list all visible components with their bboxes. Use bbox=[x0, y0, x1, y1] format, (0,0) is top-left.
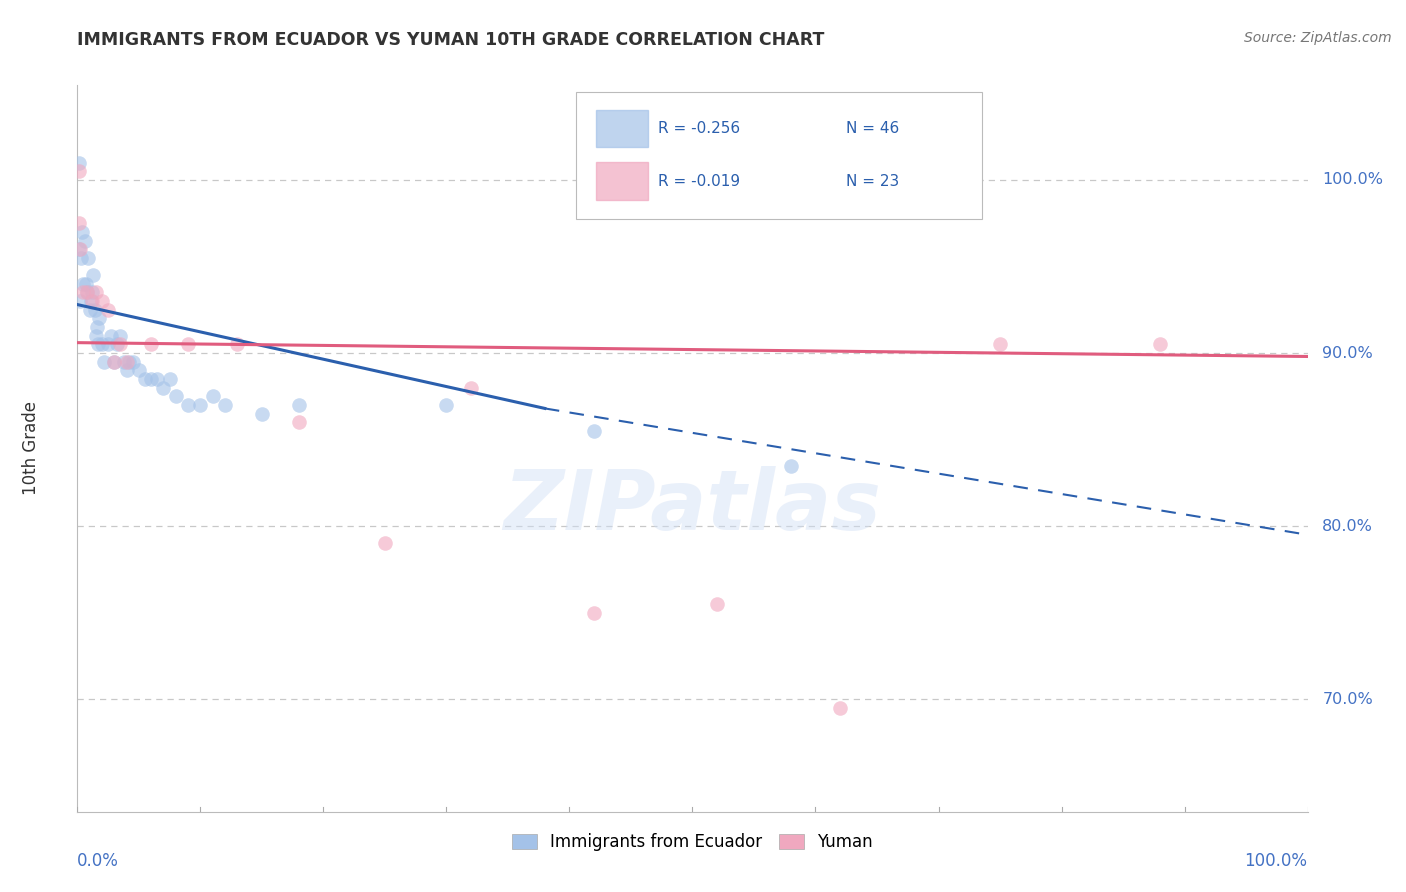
Point bbox=[583, 606, 606, 620]
Point bbox=[83, 302, 105, 317]
Point bbox=[112, 354, 135, 368]
Point bbox=[90, 294, 114, 309]
Point bbox=[100, 328, 122, 343]
Point bbox=[118, 354, 141, 368]
Text: 90.0%: 90.0% bbox=[1323, 345, 1374, 360]
Point bbox=[201, 389, 224, 403]
Point bbox=[583, 424, 606, 438]
Text: 10th Grade: 10th Grade bbox=[21, 401, 39, 495]
Point bbox=[103, 354, 125, 368]
Point bbox=[374, 536, 396, 550]
Point bbox=[90, 337, 114, 351]
Text: R = -0.019: R = -0.019 bbox=[658, 174, 740, 189]
Point bbox=[79, 302, 101, 317]
Text: IMMIGRANTS FROM ECUADOR VS YUMAN 10TH GRADE CORRELATION CHART: IMMIGRANTS FROM ECUADOR VS YUMAN 10TH GR… bbox=[77, 31, 825, 49]
Text: ZIPatlas: ZIPatlas bbox=[503, 466, 882, 547]
Legend: Immigrants from Ecuador, Yuman: Immigrants from Ecuador, Yuman bbox=[505, 827, 880, 858]
Point bbox=[152, 381, 174, 395]
Text: 70.0%: 70.0% bbox=[1323, 691, 1374, 706]
Point bbox=[250, 407, 273, 421]
Text: N = 23: N = 23 bbox=[846, 174, 900, 189]
Point bbox=[67, 242, 90, 256]
Point bbox=[72, 277, 94, 291]
Point bbox=[103, 354, 125, 368]
Text: N = 46: N = 46 bbox=[846, 121, 900, 136]
Point bbox=[93, 354, 115, 368]
Point bbox=[75, 277, 97, 291]
Point bbox=[77, 251, 100, 265]
Point bbox=[84, 285, 107, 300]
Point bbox=[121, 354, 143, 368]
Point bbox=[226, 337, 249, 351]
Point bbox=[97, 302, 120, 317]
Point bbox=[69, 294, 91, 309]
Point bbox=[84, 328, 107, 343]
Point bbox=[830, 701, 852, 715]
Point bbox=[73, 234, 96, 248]
Point bbox=[82, 285, 104, 300]
Point bbox=[436, 398, 458, 412]
Point bbox=[105, 337, 128, 351]
Point bbox=[115, 363, 138, 377]
Point bbox=[97, 337, 120, 351]
Point bbox=[188, 398, 212, 412]
Point bbox=[460, 381, 482, 395]
Point bbox=[110, 337, 132, 351]
Text: 100.0%: 100.0% bbox=[1323, 172, 1384, 187]
Text: 0.0%: 0.0% bbox=[77, 852, 120, 870]
Point bbox=[288, 415, 311, 429]
Point bbox=[72, 285, 94, 300]
Point bbox=[70, 225, 93, 239]
Point bbox=[67, 164, 90, 178]
Point bbox=[115, 354, 138, 368]
Point bbox=[288, 398, 311, 412]
Point bbox=[780, 458, 803, 473]
Point bbox=[177, 398, 200, 412]
Point bbox=[86, 320, 108, 334]
Point bbox=[82, 294, 104, 309]
Point bbox=[1149, 337, 1171, 351]
Point bbox=[141, 337, 163, 351]
Point bbox=[159, 372, 181, 386]
Point bbox=[214, 398, 236, 412]
Point bbox=[67, 216, 90, 230]
FancyBboxPatch shape bbox=[575, 92, 981, 219]
Point bbox=[80, 294, 103, 309]
Text: 100.0%: 100.0% bbox=[1244, 852, 1308, 870]
Point bbox=[69, 242, 91, 256]
Point bbox=[87, 337, 110, 351]
FancyBboxPatch shape bbox=[596, 110, 648, 147]
Point bbox=[141, 372, 163, 386]
Point bbox=[110, 328, 132, 343]
Point bbox=[706, 597, 728, 611]
Point bbox=[76, 285, 98, 300]
Point bbox=[89, 311, 111, 326]
Point bbox=[988, 337, 1011, 351]
Point bbox=[146, 372, 169, 386]
Text: Source: ZipAtlas.com: Source: ZipAtlas.com bbox=[1244, 31, 1392, 45]
Text: R = -0.256: R = -0.256 bbox=[658, 121, 740, 136]
Point bbox=[165, 389, 187, 403]
Point bbox=[76, 285, 98, 300]
Point bbox=[134, 372, 156, 386]
Point bbox=[177, 337, 200, 351]
Point bbox=[67, 155, 90, 169]
Point bbox=[128, 363, 150, 377]
Text: 80.0%: 80.0% bbox=[1323, 518, 1374, 533]
FancyBboxPatch shape bbox=[596, 162, 648, 200]
Point bbox=[82, 268, 104, 282]
Point bbox=[70, 251, 93, 265]
